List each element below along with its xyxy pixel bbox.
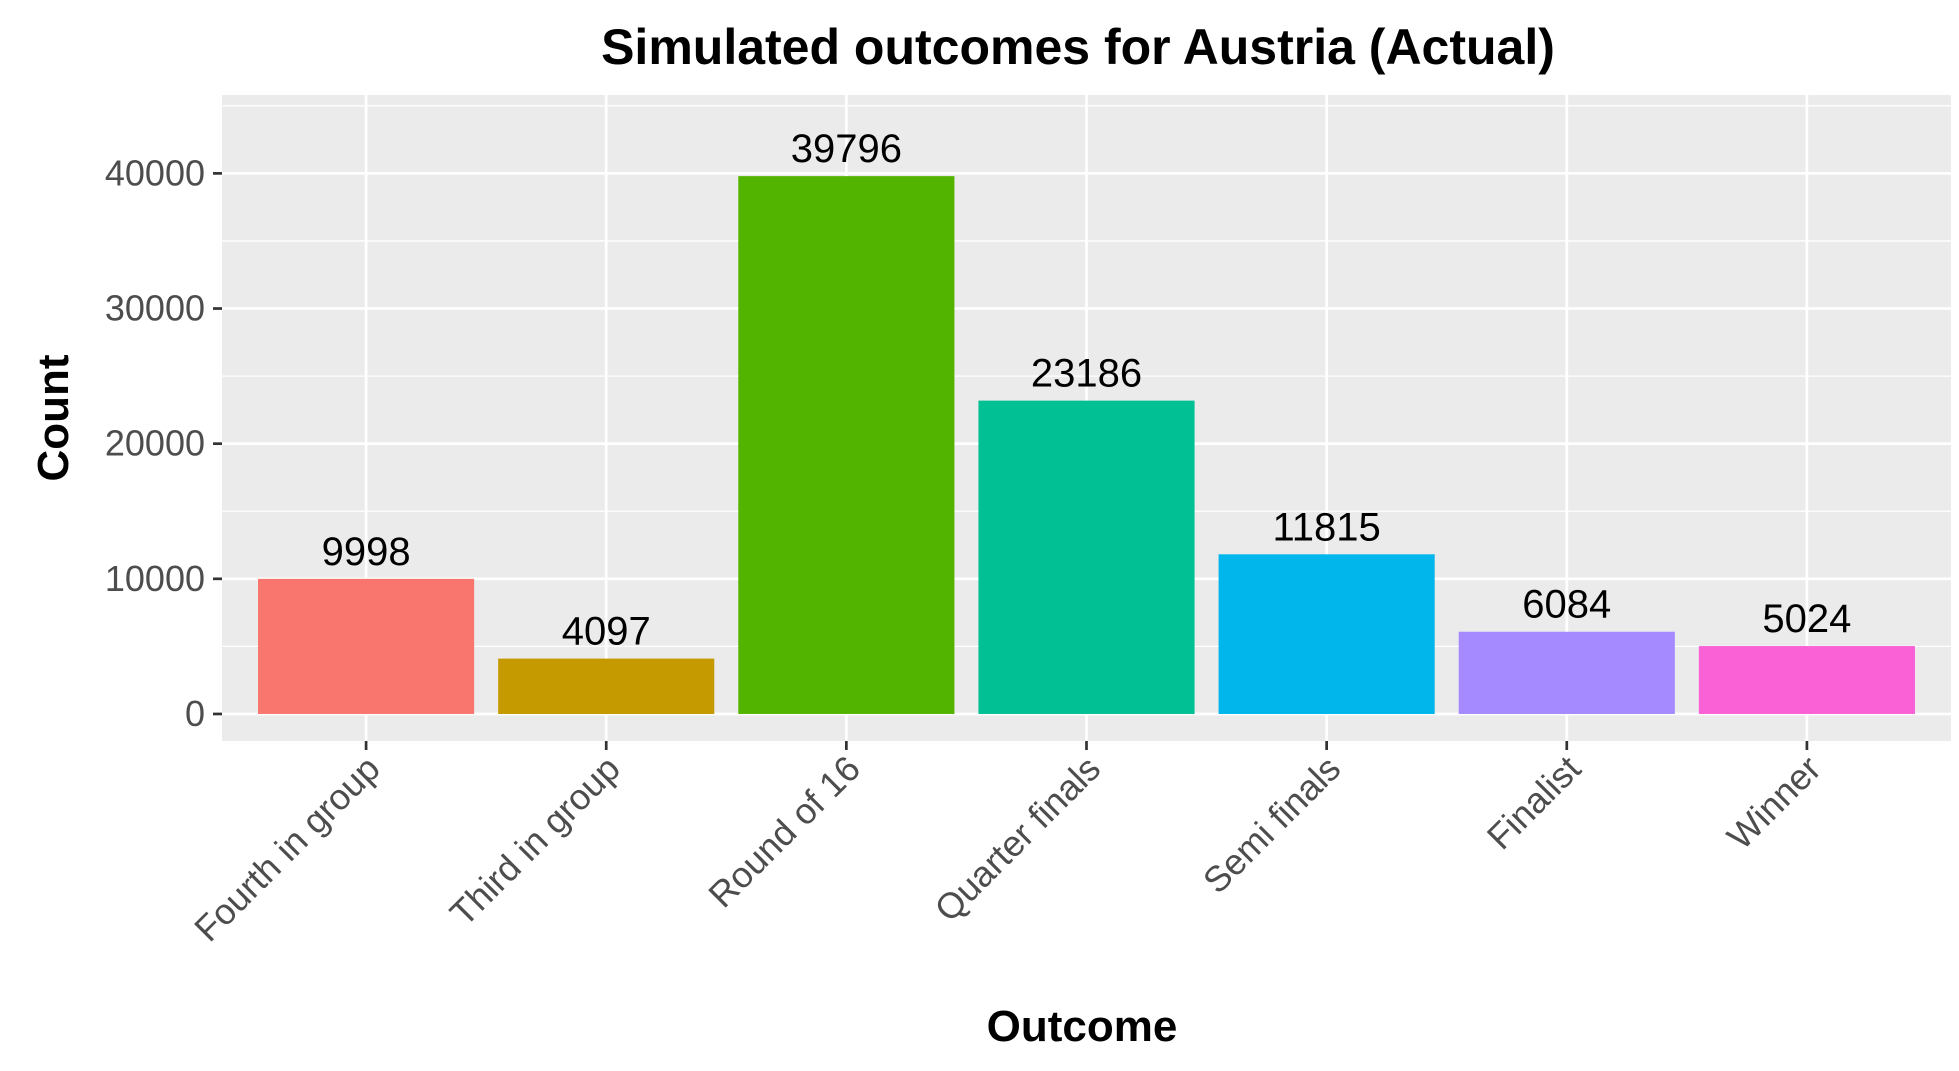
x-axis: Fourth in group Third in group Round of 16… bbox=[186, 741, 1829, 950]
x-tick-label: Finalist bbox=[1479, 748, 1589, 858]
data-label: 6084 bbox=[1522, 583, 1611, 627]
data-labels: 9998 4097 39796 23186 11815 6084 5024 bbox=[322, 127, 1852, 653]
x-tick-label: Fourth in group bbox=[186, 748, 388, 950]
y-axis-title: Count bbox=[29, 354, 78, 481]
x-tick-label: Winner bbox=[1719, 748, 1829, 858]
data-label: 9998 bbox=[322, 530, 411, 574]
bar bbox=[978, 400, 1195, 714]
bar bbox=[258, 578, 475, 714]
data-label: 11815 bbox=[1273, 505, 1381, 549]
data-label: 23186 bbox=[1031, 352, 1142, 396]
y-tick-label: 40000 bbox=[105, 152, 205, 193]
x-axis-title: Outcome bbox=[987, 1002, 1178, 1051]
x-tick-label: Semi finals bbox=[1195, 748, 1348, 901]
bar bbox=[1698, 646, 1915, 714]
bar bbox=[1458, 631, 1675, 714]
bar bbox=[738, 176, 955, 714]
bars bbox=[258, 176, 1915, 714]
y-tick-label: 20000 bbox=[105, 423, 205, 464]
x-tick-label: Quarter finals bbox=[926, 748, 1108, 930]
y-axis: 0 10000 20000 30000 40000 bbox=[105, 152, 222, 734]
y-tick-label: 0 bbox=[185, 693, 205, 734]
y-tick-label: 30000 bbox=[105, 288, 205, 329]
bar bbox=[498, 658, 715, 714]
y-tick-label: 10000 bbox=[105, 558, 205, 599]
x-tick-label: Round of 16 bbox=[700, 748, 868, 916]
data-label: 5024 bbox=[1762, 597, 1851, 641]
data-label: 4097 bbox=[562, 610, 651, 654]
bar bbox=[1218, 554, 1435, 714]
chart-title: Simulated outcomes for Austria (Actual) bbox=[601, 19, 1555, 75]
data-label: 39796 bbox=[791, 127, 902, 171]
x-tick-label: Third in group bbox=[442, 748, 628, 934]
